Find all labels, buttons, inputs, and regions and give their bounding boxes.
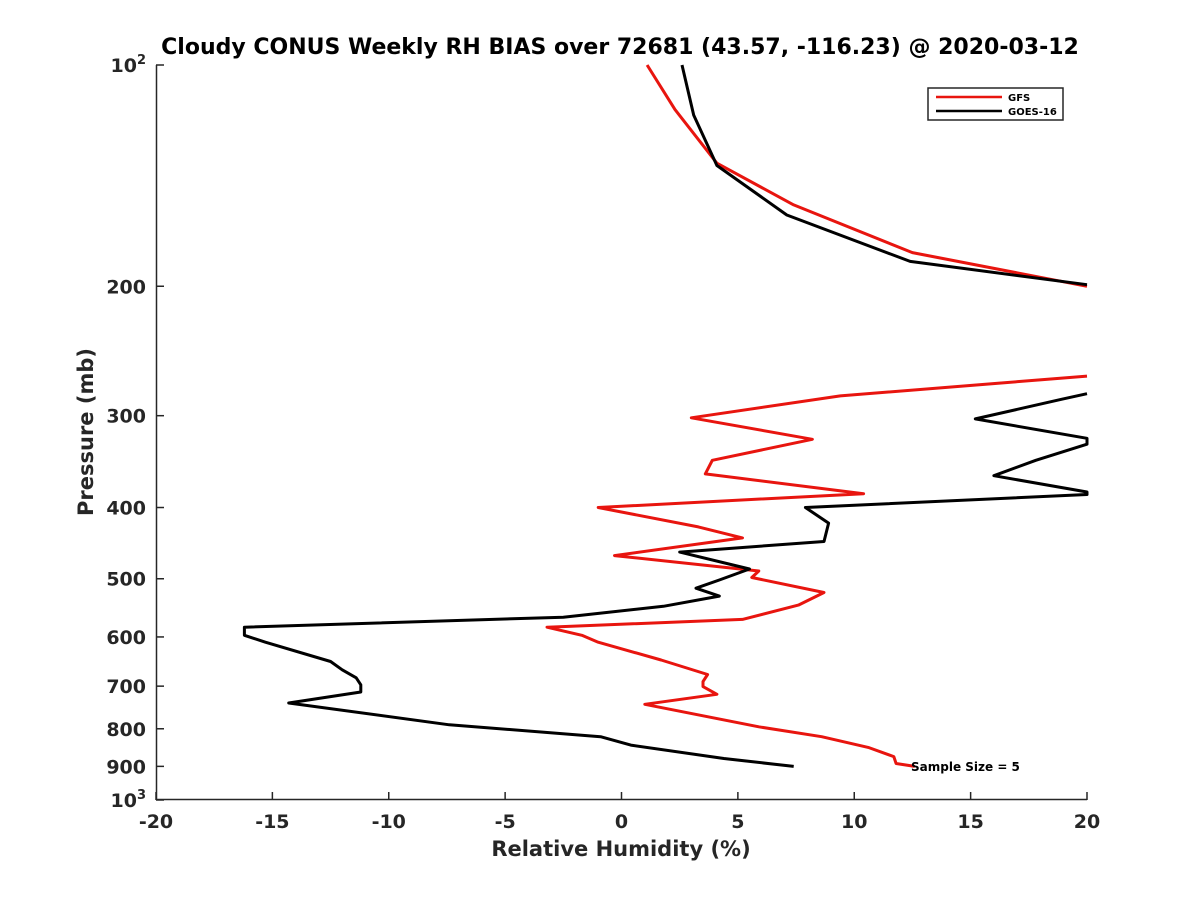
y-tick-label: 900 [106, 756, 146, 778]
x-axis-ticks: -20 -15 -10 -5 0 5 10 15 20 [139, 792, 1100, 833]
legend-box [927, 87, 1064, 121]
y-tick-label: 800 [106, 719, 146, 741]
y-tick-label: 102 [111, 53, 147, 77]
x-tick-label: -15 [255, 811, 289, 833]
y-axis-label: Pressure (mb) [74, 348, 98, 516]
x-tick-label: 15 [957, 811, 983, 833]
x-tick-label: -5 [495, 811, 516, 833]
series-line-gfs-segment-1 [645, 64, 1088, 288]
y-tick-label: 500 [106, 569, 146, 591]
plot-area [155, 65, 1087, 801]
y-tick-label: 400 [106, 498, 146, 520]
y-tick-label: 600 [106, 627, 146, 649]
legend-label-gfs: GFS [1008, 93, 1030, 104]
x-tick-label: 0 [615, 811, 628, 833]
x-tick-label: -20 [139, 811, 173, 833]
series-layer [242, 64, 1089, 768]
series-line-goes-16-segment-2 [242, 392, 1089, 768]
series-line-gfs-segment-2 [545, 374, 1088, 768]
y-axis-ticks: 102 200 300 400 500 600 700 800 900 103 [106, 53, 164, 812]
series-line-goes-16-segment-1 [680, 64, 1088, 287]
y-tick-label: 700 [106, 676, 146, 698]
y-tick-label: 103 [111, 788, 147, 812]
legend-label-goes-16: GOES-16 [1008, 107, 1057, 118]
x-tick-label: 20 [1074, 811, 1100, 833]
y-tick-label: 200 [106, 276, 146, 298]
y-tick-label: 300 [106, 406, 146, 428]
x-tick-label: 10 [841, 811, 867, 833]
legend: GFS GOES-16 [927, 87, 1064, 121]
chart-title: Cloudy CONUS Weekly RH BIAS over 72681 (… [161, 35, 1079, 60]
x-axis-label: Relative Humidity (%) [491, 837, 750, 861]
sample-size-annotation: Sample Size = 5 [911, 760, 1020, 774]
x-tick-label: 5 [731, 811, 744, 833]
x-tick-label: -10 [372, 811, 406, 833]
